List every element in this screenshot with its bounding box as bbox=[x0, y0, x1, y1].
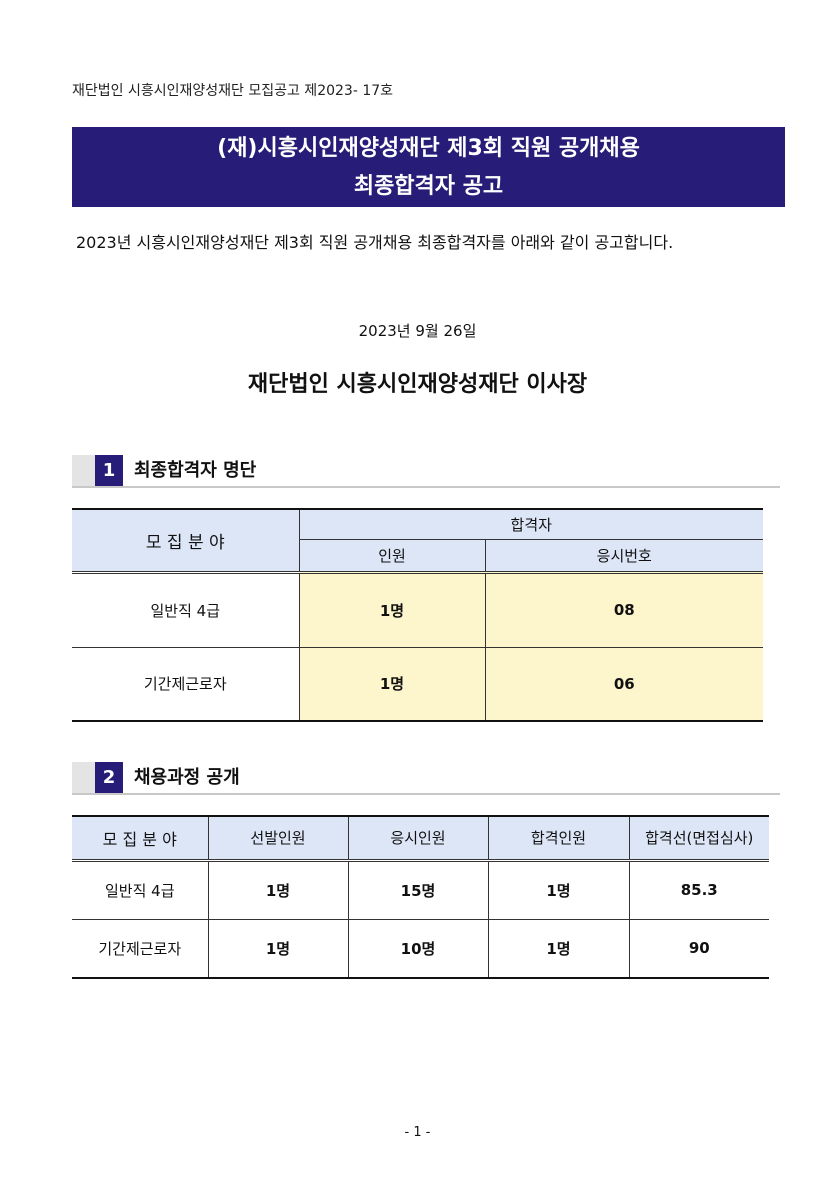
header-applicants: 응시인원 bbox=[347, 815, 489, 862]
title-banner: (재)시흥시인재양성재단 제3회 직원 공개채용 최종합격자 공고 bbox=[72, 127, 785, 207]
header-selected: 선발인원 bbox=[207, 815, 349, 862]
title-line-2: 최종합격자 공고 bbox=[353, 174, 504, 199]
table-row: 기간제근로자 1명 10명 1명 90 bbox=[72, 918, 769, 979]
cell-field: 일반직 4급 bbox=[72, 859, 209, 920]
cell-selected: 1명 bbox=[207, 918, 349, 979]
cell-field: 기간제근로자 bbox=[72, 646, 300, 722]
cell-passed: 1명 bbox=[487, 859, 630, 920]
section-title: 최종합격자 명단 bbox=[134, 460, 257, 481]
cell-exam-no: 06 bbox=[484, 646, 763, 722]
announcement-date: 2023년 9월 26일 bbox=[358, 322, 477, 340]
table-row: 일반직 4급 1명 08 bbox=[72, 571, 763, 648]
cell-passed: 1명 bbox=[487, 918, 630, 979]
cell-field: 기간제근로자 bbox=[72, 918, 209, 979]
header-passers: 합격자 bbox=[298, 508, 763, 540]
header-cutoff: 합격선(면접심사) bbox=[628, 815, 769, 862]
cell-cutoff: 85.3 bbox=[628, 859, 769, 920]
cell-applicants: 15명 bbox=[347, 859, 489, 920]
cell-exam-no: 08 bbox=[484, 571, 763, 648]
header-passed: 합격인원 bbox=[487, 815, 630, 862]
cell-cutoff: 90 bbox=[628, 918, 769, 979]
cell-count: 1명 bbox=[298, 571, 486, 648]
table-row: 기간제근로자 1명 06 bbox=[72, 646, 763, 722]
cell-applicants: 10명 bbox=[347, 918, 489, 979]
title-line-1: (재)시흥시인재양성재단 제3회 직원 공개채용 bbox=[217, 136, 640, 161]
section-1-header: 1 최종합격자 명단 bbox=[72, 455, 780, 488]
cell-field: 일반직 4급 bbox=[72, 571, 300, 648]
section-2-header: 2 채용과정 공개 bbox=[72, 762, 780, 795]
section-number: 2 bbox=[95, 762, 123, 793]
final-passers-table: 모 집 분 야 합격자 인원 응시번호 일반직 4급 1명 08 기간제근로자 … bbox=[72, 508, 763, 722]
recruitment-process-table: 모 집 분 야 선발인원 응시인원 합격인원 합격선(면접심사) 일반직 4급 … bbox=[72, 815, 769, 979]
section-title: 채용과정 공개 bbox=[134, 767, 240, 788]
page-number: - 1 - bbox=[404, 1125, 431, 1140]
header-field: 모 집 분 야 bbox=[72, 815, 209, 862]
cell-count: 1명 bbox=[298, 646, 486, 722]
cell-selected: 1명 bbox=[207, 859, 349, 920]
intro-text: 2023년 시흥시인재양성재단 제3회 직원 공개채용 최종합격자를 아래와 같… bbox=[76, 233, 674, 252]
signer: 재단법인 시흥시인재양성재단 이사장 bbox=[247, 372, 588, 397]
document-number: 재단법인 시흥시인재양성재단 모집공고 제2023- 17호 bbox=[72, 83, 394, 99]
header-count: 인원 bbox=[299, 538, 486, 574]
table-row: 일반직 4급 1명 15명 1명 85.3 bbox=[72, 859, 769, 920]
header-field: 모 집 분 야 bbox=[72, 508, 300, 574]
header-exam-no: 응시번호 bbox=[484, 538, 763, 574]
section-number: 1 bbox=[95, 455, 123, 486]
